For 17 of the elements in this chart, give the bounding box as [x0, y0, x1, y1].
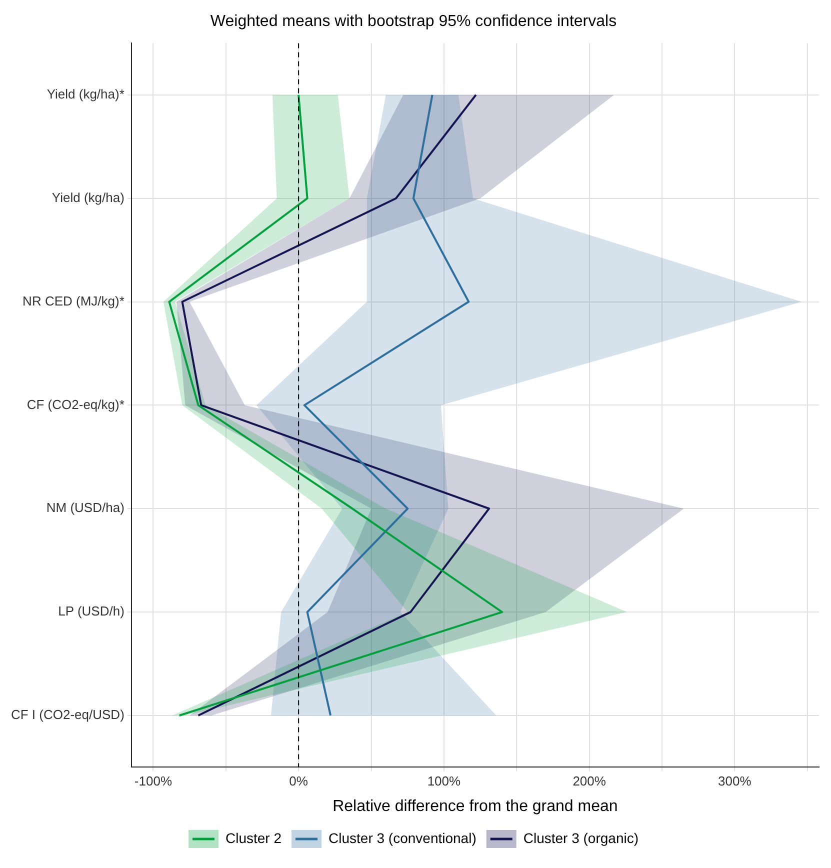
- x-tick-label: 300%: [718, 774, 752, 789]
- x-tick-label: 100%: [427, 774, 462, 789]
- y-tick-label: LP (USD/h): [58, 604, 124, 619]
- legend-label: Cluster 2: [225, 830, 282, 846]
- x-tick-label: -100%: [134, 774, 172, 789]
- y-tick-label: CF I (CO2-eq/USD): [10, 707, 124, 722]
- x-tick-label: 0%: [289, 774, 308, 789]
- y-tick-label: NR CED (MJ/kg)*: [22, 293, 124, 308]
- legend-label: Cluster 3 (organic): [523, 830, 639, 846]
- x-tick-label: 200%: [572, 774, 606, 789]
- chart-title: Weighted means with bootstrap 95% confidence intervals: [210, 13, 617, 30]
- y-tick-label: Yield (kg/ha)*: [46, 86, 124, 102]
- y-tick-label: NM (USD/ha): [46, 500, 124, 516]
- x-axis-title: Relative difference from the grand mean: [332, 798, 618, 815]
- y-tick-label: Yield (kg/ha): [52, 190, 124, 205]
- y-tick-label: CF (CO2-eq/kg)*: [26, 396, 124, 412]
- legend-label: Cluster 3 (conventional): [328, 830, 476, 846]
